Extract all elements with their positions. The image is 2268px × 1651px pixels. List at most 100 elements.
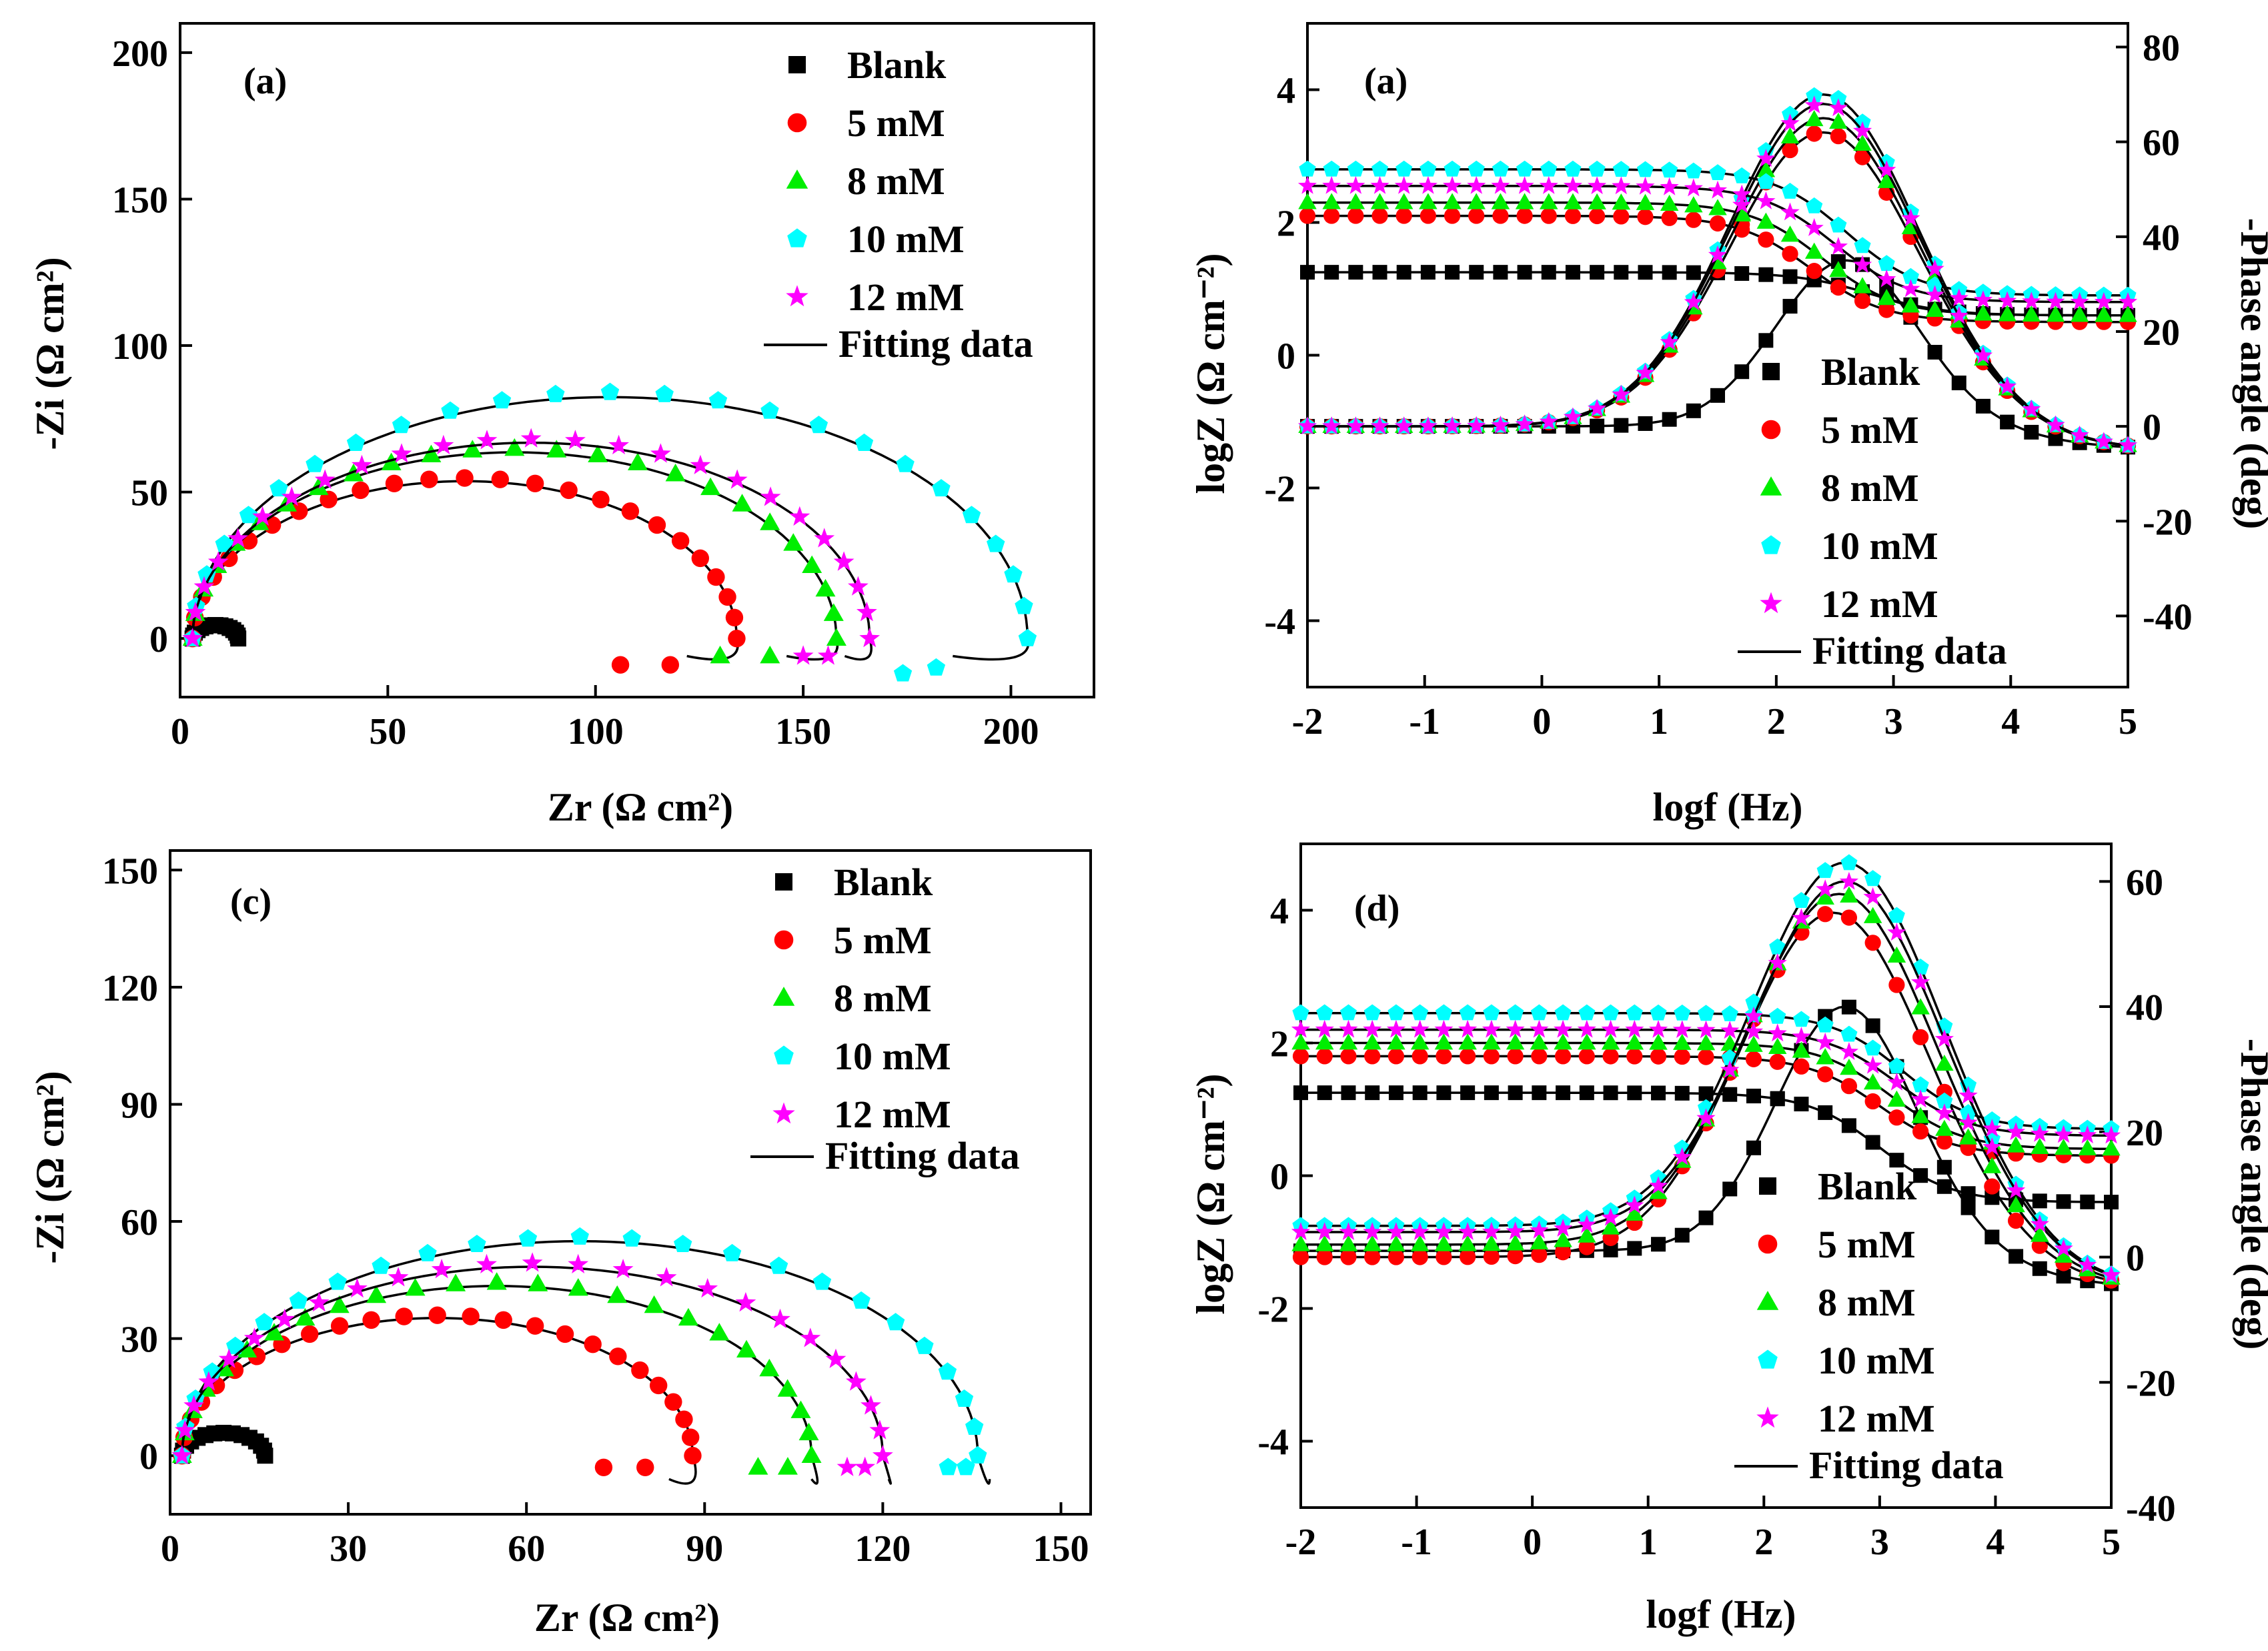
data-point-logz (1411, 1048, 1428, 1065)
y2-tick-label: 0 (2143, 407, 2161, 448)
data-point-phase (1394, 416, 1413, 435)
data-point-phase (1768, 953, 1787, 971)
data-point-logz (1744, 1035, 1763, 1052)
data-point-logz (2095, 306, 2113, 322)
data-point-phase (2070, 425, 2089, 444)
data-point (352, 454, 372, 474)
data-point-phase (1530, 1220, 1549, 1239)
data-point-logz (1516, 207, 1533, 224)
data-point-logz (1708, 199, 1727, 215)
data-point-phase (2046, 415, 2065, 434)
data-point-logz (1674, 1004, 1691, 1021)
data-point-phase (1660, 332, 1679, 351)
data-point-phase (1411, 1249, 1428, 1265)
data-point (896, 454, 915, 472)
data-point-phase (1636, 363, 1655, 382)
data-point-logz (1816, 1048, 1834, 1065)
data-point-logz (2032, 1193, 2047, 1209)
data-point-logz (1564, 193, 1582, 209)
data-point (818, 645, 838, 665)
data-point-phase (1854, 149, 1871, 165)
data-point-phase (1672, 1147, 1692, 1165)
data-point-logz (1649, 1033, 1668, 1050)
data-point-logz (1840, 1025, 1858, 1042)
data-point-logz (1829, 261, 1848, 278)
data-point-logz (2046, 292, 2065, 310)
data-point-phase (1601, 1218, 1620, 1235)
data-point (565, 430, 586, 450)
data-point-phase (1612, 384, 1631, 403)
data-point-phase (1911, 998, 1930, 1015)
legend-marker (1758, 1349, 1778, 1369)
data-point-logz (1554, 1019, 1573, 1038)
data-point-phase (1782, 141, 1798, 159)
y-tick-label: 120 (102, 968, 158, 1009)
data-point-logz (2080, 1194, 2095, 1209)
data-point-phase (1363, 1235, 1381, 1251)
y2-tick-label: -40 (2126, 1488, 2176, 1530)
data-point-phase (1554, 1231, 1572, 1247)
data-point (809, 416, 828, 434)
data-point-logz (1936, 1133, 1952, 1150)
data-point-logz (1507, 1004, 1524, 1021)
data-point-logz (1540, 207, 1557, 224)
data-point (207, 551, 229, 571)
legend-label: 10 mM (1821, 524, 1938, 568)
data-point-logz (1420, 207, 1436, 224)
data-point (257, 1448, 273, 1464)
data-point (492, 391, 512, 409)
data-point-logz (1322, 175, 1341, 194)
data-point-phase (2032, 1261, 2047, 1276)
data-point (171, 1445, 193, 1465)
data-point-logz (1864, 1039, 1882, 1056)
data-point-logz (2046, 306, 2065, 322)
data-point-logz (1532, 1085, 1547, 1101)
data-point-logz (2030, 1123, 2049, 1142)
data-point-logz (1998, 291, 2017, 310)
data-point-phase (2054, 1246, 2073, 1263)
data-point-logz (1516, 160, 1534, 177)
data-point (568, 1277, 588, 1296)
data-point-phase (1698, 1210, 1714, 1225)
x-axis-label: Zr (Ω cm²) (534, 1596, 720, 1640)
data-point-phase (1877, 171, 1896, 188)
legend-marker (787, 228, 807, 247)
data-point-phase (1386, 1222, 1406, 1240)
data-point-logz (1698, 1086, 1714, 1101)
data-point-phase (1853, 134, 1872, 151)
fit-curve (191, 480, 739, 661)
data-point-phase (1539, 412, 1558, 430)
data-point (873, 1445, 893, 1465)
y-tick-label: 0 (1277, 336, 1295, 378)
data-point-logz (1709, 164, 1726, 180)
x-tick-label: 5 (2119, 701, 2137, 742)
y-tick-label: 2 (1277, 203, 1295, 245)
data-point-phase (1839, 872, 1858, 890)
data-point-phase (1935, 1054, 1954, 1071)
y-tick-label: 200 (112, 33, 168, 75)
legend-label: 8 mM (1818, 1281, 1916, 1324)
data-point-phase (2031, 1237, 2048, 1254)
data-point-logz (1387, 1048, 1405, 1065)
data-point-logz (1854, 237, 1871, 253)
data-point-logz (1721, 1005, 1738, 1021)
data-point-logz (2070, 292, 2089, 310)
bode-panel-d: (d) logf (Hz) logZ (Ω cm⁻²) -Phase angle… (1189, 843, 2268, 1636)
x-tick-label: 100 (568, 711, 624, 752)
data-point-logz (1925, 300, 1944, 318)
data-point-logz (1577, 1019, 1596, 1038)
data-point-logz (1588, 160, 1606, 177)
x-axis-label: Zr (Ω cm²) (548, 785, 733, 829)
data-point-logz (1818, 1105, 1833, 1120)
data-point-logz (1363, 1033, 1381, 1050)
data-point-phase (1507, 1248, 1524, 1265)
y2-tick-label: 20 (2143, 312, 2180, 354)
data-point (777, 1457, 798, 1475)
data-point (710, 645, 730, 664)
data-point (938, 1362, 957, 1380)
data-point-phase (1460, 1249, 1476, 1265)
data-point (760, 512, 780, 530)
data-point-logz (1613, 208, 1630, 225)
data-point (494, 1311, 512, 1329)
data-point-logz (1982, 1119, 2002, 1137)
